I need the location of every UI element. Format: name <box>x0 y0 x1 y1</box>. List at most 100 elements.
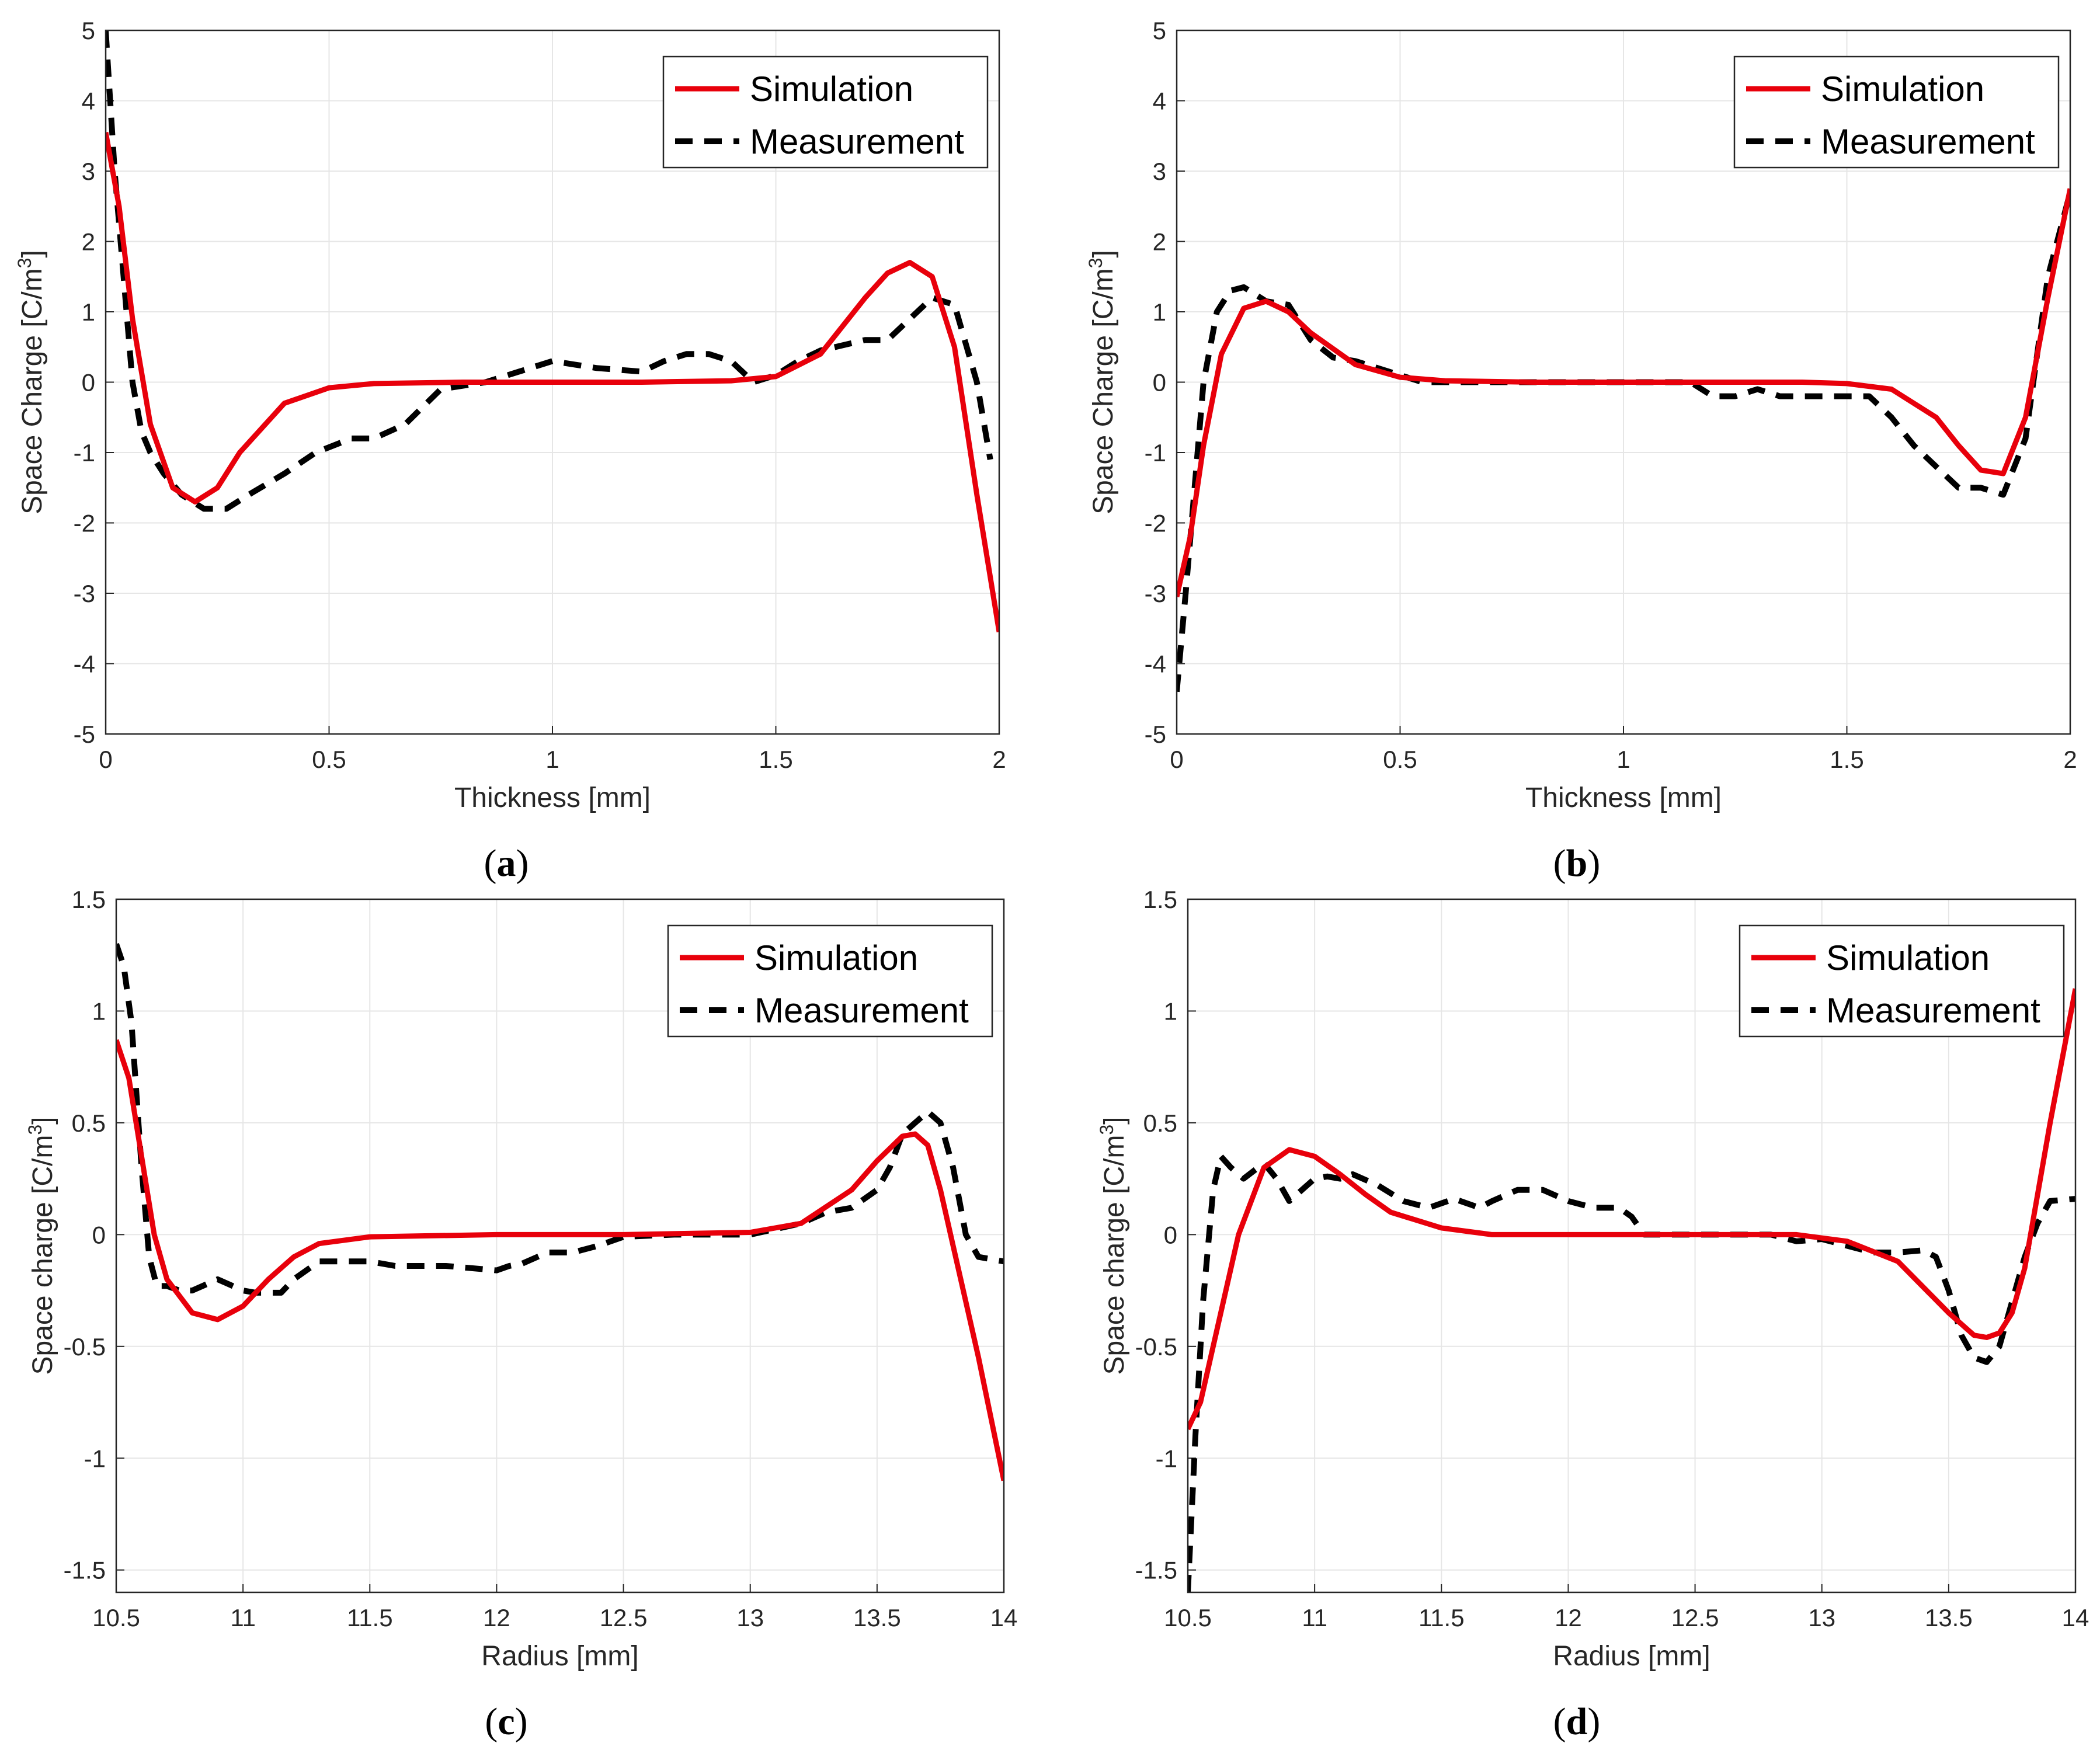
tick-label-y-b-7: 2 <box>1153 228 1166 256</box>
tick-label-x-a-2: 1 <box>545 746 559 773</box>
tick-label-y-c-0: -1.5 <box>64 1557 106 1584</box>
tick-label-x-c-0: 10.5 <box>92 1604 140 1631</box>
tick-label-x-c-1: 11 <box>230 1604 256 1631</box>
panel-b: 0 0.5 1 1.5 2 -5 -4 -3 -2 -1 0 1 2 3 4 5 Thickness [mm] S… <box>1085 17 2077 813</box>
tick-label-y-d-1: -1 <box>1156 1445 1177 1472</box>
tick-label-y-b-2: -3 <box>1145 580 1166 607</box>
tick-label-x-d-7: 14 <box>2062 1604 2089 1631</box>
tick-label-y-c-5: 1 <box>92 997 106 1025</box>
axes-box-d <box>1187 898 2077 1594</box>
axes-box-a <box>105 29 1000 735</box>
tick-label-y-a-6: 1 <box>82 298 95 326</box>
tick-label-y-a-10: 5 <box>82 17 95 44</box>
panel-a: 0 0.5 1 1.5 2 -5 -4 -3 -2 -1 0 1 2 3 4 5 Thickness [mm] S… <box>14 17 1006 813</box>
tick-label-y-d-3: 0 <box>1164 1221 1177 1248</box>
tick-label-x-c-4: 12.5 <box>600 1604 648 1631</box>
tick-label-x-b-3: 1.5 <box>1830 746 1863 773</box>
caption-c: (c) <box>485 1700 527 1743</box>
tick-label-y-b-6: 1 <box>1153 298 1166 326</box>
tick-label-y-c-4: 0.5 <box>72 1109 106 1137</box>
tick-label-y-d-4: 0.5 <box>1143 1109 1177 1137</box>
tick-label-y-d-6: 1.5 <box>1143 886 1177 913</box>
legend-box-c <box>667 924 993 1038</box>
tick-label-x-b-0: 0 <box>1170 746 1183 773</box>
tick-label-y-a-9: 4 <box>82 88 95 115</box>
tick-label-y-a-0: -5 <box>74 721 95 748</box>
y-axis-label-d: Space charge [C/m3] <box>1096 1117 1130 1375</box>
y-axis-label-sup-c: 3 <box>25 1125 46 1135</box>
tick-label-y-a-8: 3 <box>82 158 95 185</box>
series-line-d-simulation <box>1188 988 2075 1431</box>
legend-box-a <box>662 55 989 169</box>
tick-label-x-a-3: 1.5 <box>759 746 792 773</box>
x-axis-label-a: Thickness [mm] <box>454 782 651 813</box>
tick-label-x-d-6: 13.5 <box>1925 1604 1973 1631</box>
x-axis-label-c: Radius [mm] <box>481 1641 638 1672</box>
tick-label-x-c-5: 13 <box>736 1604 764 1631</box>
tick-label-y-b-4: -1 <box>1145 439 1166 467</box>
series-line-a-simulation <box>106 131 999 633</box>
series-line-c-simulation <box>116 1039 1004 1481</box>
tick-label-x-b-2: 1 <box>1616 746 1630 773</box>
tick-label-x-d-3: 12 <box>1555 1604 1582 1631</box>
tick-label-x-b-4: 2 <box>2063 746 2077 773</box>
tick-label-x-a-4: 2 <box>992 746 1006 773</box>
tick-label-x-a-0: 0 <box>99 746 112 773</box>
y-axis-label-main-c: Space charge [C/m <box>27 1135 58 1375</box>
tick-label-y-a-4: -1 <box>74 439 95 467</box>
y-axis-label-suffix-c: ] <box>27 1117 58 1125</box>
legend-label-b-measurement: Measurement <box>1821 122 2035 161</box>
tick-label-y-a-5: 0 <box>82 369 95 396</box>
series-line-a-measurement <box>106 30 993 512</box>
x-axis-label-b: Thickness [mm] <box>1525 782 1722 813</box>
tick-label-y-a-3: -2 <box>74 510 95 537</box>
tick-label-x-c-3: 12 <box>483 1604 510 1631</box>
tick-label-x-b-1: 0.5 <box>1383 746 1417 773</box>
tick-label-x-d-1: 11 <box>1302 1604 1327 1631</box>
tick-label-y-b-10: 5 <box>1153 17 1166 44</box>
series-line-d-measurement <box>1188 1153 2075 1593</box>
tick-label-x-c-6: 13.5 <box>853 1604 901 1631</box>
tick-label-y-c-1: -1 <box>84 1445 106 1472</box>
tick-label-y-a-2: -3 <box>74 580 95 607</box>
tick-label-y-b-8: 3 <box>1153 158 1166 185</box>
caption-b: (b) <box>1553 842 1601 885</box>
y-axis-label-sup-b: 3 <box>1085 258 1106 269</box>
legend-box-b <box>1733 55 2060 169</box>
panel-c: 10.5 11 11.5 12 12.5 13 13.5 14-1.5-1-0.500.511… <box>25 886 1017 1672</box>
legend-label-d-simulation: Simulation <box>1826 938 1990 977</box>
tick-label-x-d-0: 10.5 <box>1164 1604 1212 1631</box>
legend-label-a-measurement: Measurement <box>750 122 964 161</box>
legend-label-a-simulation: Simulation <box>750 69 913 109</box>
tick-label-x-d-5: 13 <box>1808 1604 1835 1631</box>
y-axis-label-sup-d: 3 <box>1096 1125 1117 1135</box>
panel-d: 10.5 11 11.5 12 12.5 13 13.5 14-1.5-1-0.500.511… <box>1096 886 2089 1672</box>
y-axis-label-a: Space Charge [C/m3] <box>14 250 48 514</box>
y-axis-label-main-d: Space charge [C/m <box>1099 1135 1130 1375</box>
axes-box-c <box>115 898 1005 1594</box>
caption-d: (d) <box>1553 1700 1601 1743</box>
tick-label-x-c-7: 14 <box>990 1604 1018 1631</box>
tick-label-y-c-2: -0.5 <box>64 1333 106 1361</box>
tick-label-y-c-3: 0 <box>92 1221 106 1248</box>
legend-label-b-simulation: Simulation <box>1821 69 1984 109</box>
tick-label-y-d-0: -1.5 <box>1135 1557 1177 1584</box>
tick-label-x-a-1: 0.5 <box>312 746 346 773</box>
tick-label-y-d-5: 1 <box>1164 997 1177 1025</box>
legend-label-d-measurement: Measurement <box>1826 991 2040 1030</box>
y-axis-label-c: Space charge [C/m3] <box>25 1117 58 1375</box>
y-axis-label-suffix-d: ] <box>1099 1117 1130 1125</box>
tick-label-x-d-2: 11.5 <box>1418 1604 1465 1631</box>
tick-label-y-a-1: -4 <box>74 650 95 678</box>
x-axis-label-d: Radius [mm] <box>1553 1641 1710 1672</box>
y-axis-label-sup-a: 3 <box>14 258 35 269</box>
tick-label-y-b-1: -4 <box>1145 650 1166 678</box>
axes-box-b <box>1176 29 2071 735</box>
y-axis-label-main-b: Space Charge [C/m <box>1088 268 1119 514</box>
tick-label-y-c-6: 1.5 <box>72 886 106 913</box>
legend-label-c-measurement: Measurement <box>755 991 969 1030</box>
tick-label-y-d-2: -0.5 <box>1135 1333 1177 1361</box>
tick-label-y-b-0: -5 <box>1145 721 1166 748</box>
tick-label-x-d-4: 12.5 <box>1671 1604 1719 1631</box>
